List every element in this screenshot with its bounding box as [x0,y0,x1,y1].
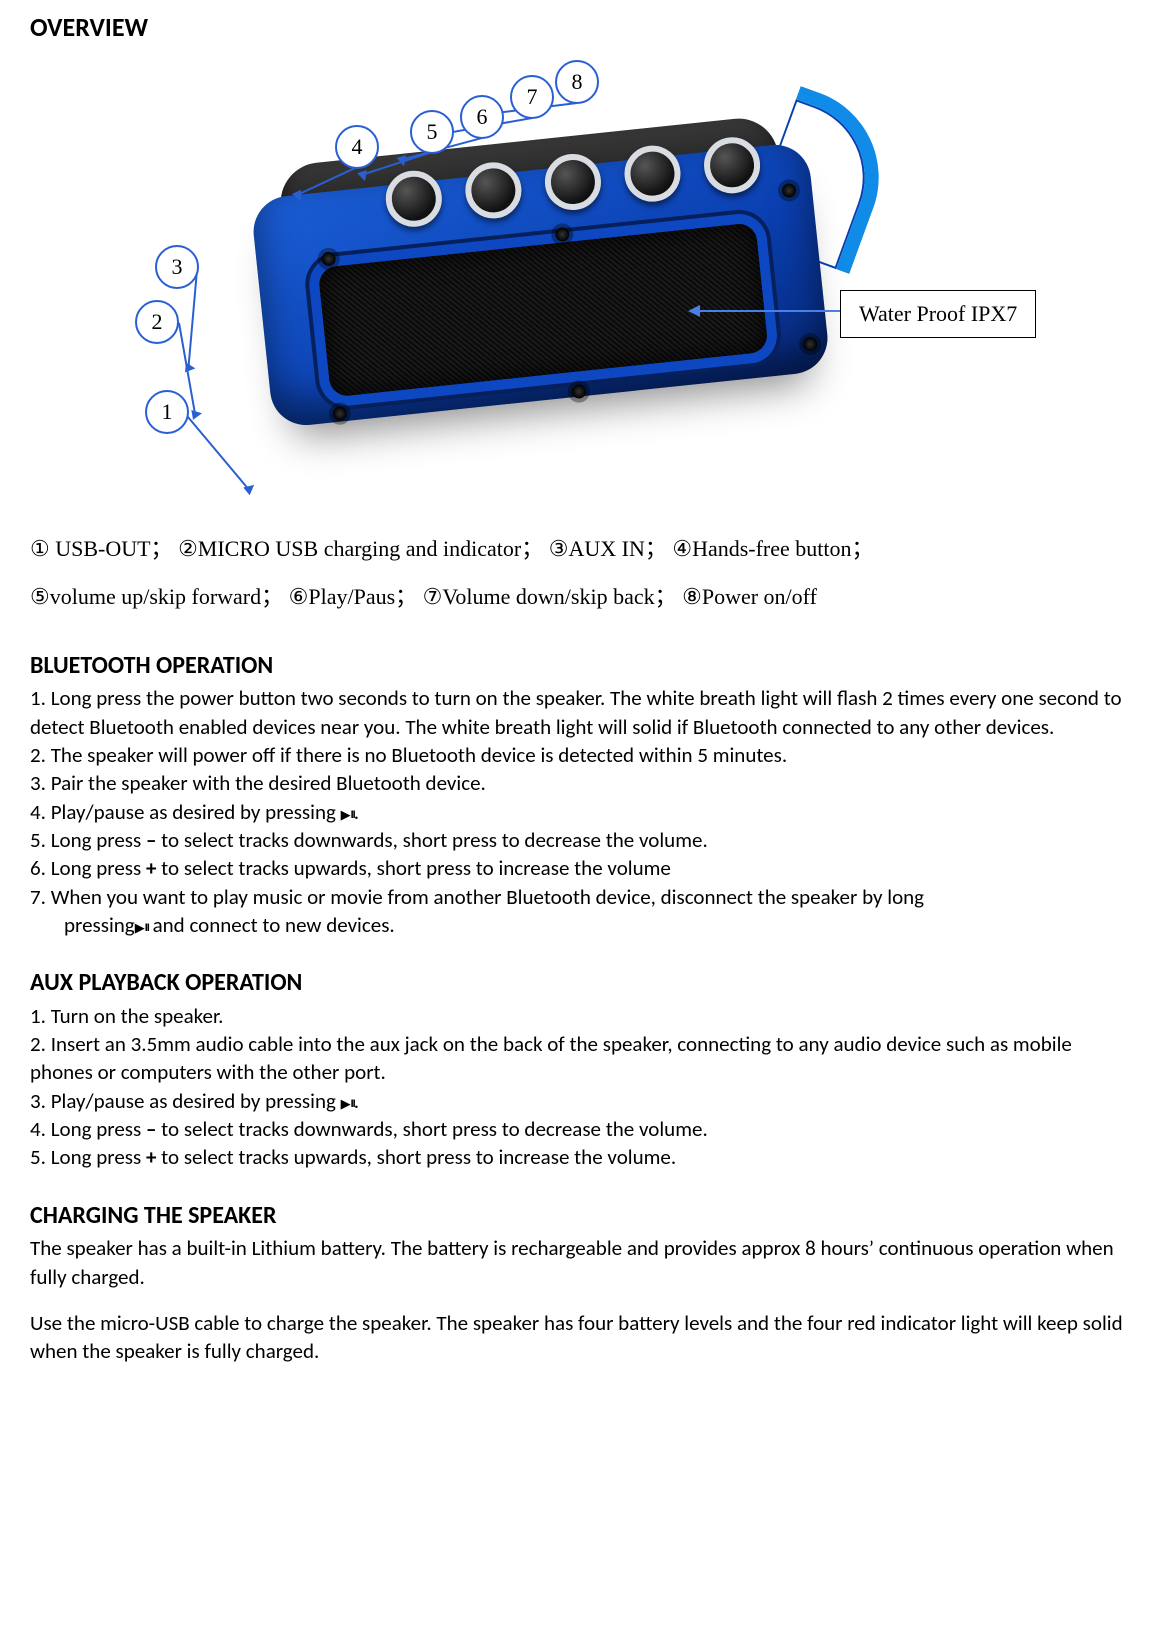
charging-text: The speaker has a built-in Lithium batte… [30,1234,1135,1365]
callout-5: 5 [410,110,454,154]
waterproof-leader [690,310,840,312]
aux-steps: 1. Turn on the speaker. 2. Insert an 3.5… [30,1002,1135,1172]
callout-4: 4 [335,125,379,169]
charging-heading: CHARGING THE SPEAKER [30,1200,1135,1232]
overview-figure: 1 2 3 45678 Water Proof IPX7 [30,45,1135,505]
play-pause-icon [341,806,354,823]
callout-1: 1 [145,390,189,434]
callout-3: 3 [155,245,199,289]
parts-legend: ① USB-OUT； ②MICRO USB charging and indic… [30,525,1135,622]
aux-heading: AUX PLAYBACK OPERATION [30,967,1135,999]
bluetooth-steps: 1. Long press the power button two secon… [30,684,1135,939]
waterproof-label: Water Proof IPX7 [840,290,1036,338]
callout-8: 8 [555,60,599,104]
speaker-illustration [246,102,834,459]
overview-heading: OVERVIEW [30,10,1135,45]
callout-2: 2 [135,300,179,344]
bluetooth-heading: BLUETOOTH OPERATION [30,650,1135,682]
play-pause-icon [135,919,148,936]
play-pause-icon [341,1095,354,1112]
callout-6: 6 [460,95,504,139]
callout-7: 7 [510,75,554,119]
